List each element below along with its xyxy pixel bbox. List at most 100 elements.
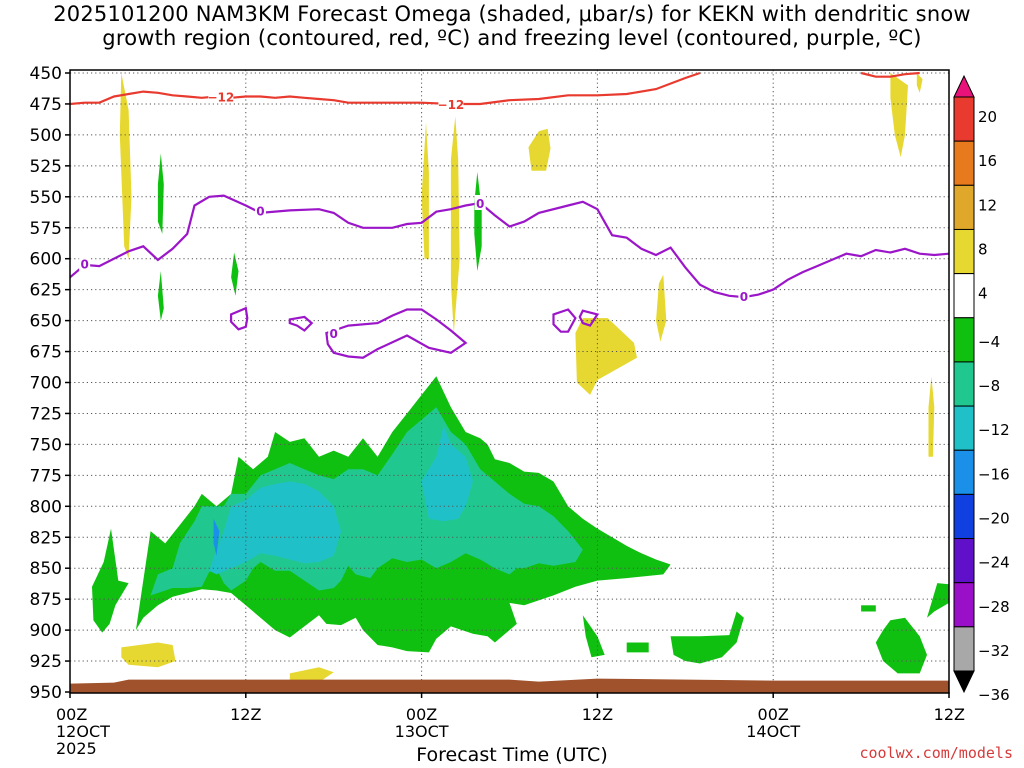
- y-tick-label: 925: [30, 652, 62, 672]
- omega-region-9: [121, 642, 176, 668]
- omega-region-13: [231, 252, 239, 296]
- y-axis: 450 475 500 525 550 575 600 625 650 675 700 725 750 7…: [30, 64, 70, 703]
- omega-region-4: [575, 318, 637, 395]
- freezing-level-contour: [70, 194, 949, 299]
- x-tick-label: 00Z: [56, 705, 87, 724]
- colorbar-label: 16: [978, 152, 997, 170]
- omega-region-3: [450, 116, 460, 333]
- colorbar-box: [953, 317, 975, 363]
- dgz-contour: [70, 71, 701, 106]
- omega-region-15: [92, 528, 129, 633]
- colorbar-box: [953, 582, 975, 628]
- omega-region-20: [875, 617, 927, 674]
- omega-region-1: [528, 128, 551, 171]
- y-tick-label: 600: [30, 250, 62, 270]
- svg-text:−12: −12: [438, 98, 465, 112]
- colorbar-box: [953, 273, 975, 319]
- freezing-label-3: 0: [474, 194, 486, 211]
- plot-frame: [69, 69, 950, 694]
- x-tick-label: 2025: [56, 739, 97, 758]
- omega-region-6: [890, 73, 908, 158]
- omega-region-8: [928, 376, 935, 457]
- colorbar-box: [953, 405, 975, 451]
- y-tick-label: 625: [30, 281, 62, 301]
- colorbar-label: −8: [978, 377, 1000, 395]
- freezing-label-2: 0: [254, 202, 266, 218]
- y-tick-label: 900: [30, 621, 62, 641]
- dgz-label-1: −12: [208, 88, 235, 105]
- omega-region-10: [289, 667, 334, 684]
- svg-text:0: 0: [330, 327, 338, 341]
- colorbar: 20 16 12 8 4 −4 −8 −12 −16 −20 −24 −28 −32 −36: [953, 74, 1010, 704]
- freezing-label-5: 0: [328, 324, 340, 341]
- colorbar-box: [953, 96, 975, 142]
- freezing-label-4: 0: [738, 287, 750, 304]
- y-tick-label: 750: [30, 435, 62, 455]
- svg-text:0: 0: [476, 197, 484, 211]
- y-tick-label: 675: [30, 343, 62, 363]
- colorbar-label: −12: [978, 421, 1010, 439]
- x-tick-label: 12Z: [934, 705, 965, 724]
- freezing-level-contour-closed-3: [552, 308, 577, 333]
- y-tick-label: 800: [30, 497, 62, 517]
- colorbar-label: −36: [978, 686, 1010, 704]
- colorbar-label: 12: [978, 196, 997, 214]
- x-tick-label: 13OCT: [395, 722, 449, 741]
- omega-region-2: [421, 122, 429, 259]
- x-tick-label: 12OCT: [56, 722, 110, 741]
- contour-lines: 0 0 0 0 0 −12 −12: [70, 71, 949, 359]
- colorbar-label: −16: [978, 465, 1010, 483]
- y-tick-label: 550: [30, 188, 62, 208]
- colorbar-bottom-arrow: [953, 670, 975, 694]
- omega-region-7: [916, 73, 923, 93]
- omega-region-14: [474, 172, 482, 272]
- y-tick-label: 950: [30, 683, 62, 703]
- y-tick-label: 500: [30, 126, 62, 146]
- colorbar-label: −20: [978, 510, 1010, 528]
- omega-region-12: [157, 271, 164, 321]
- colorbar-box: [953, 626, 975, 672]
- svg-text:0: 0: [740, 290, 748, 304]
- x-tick-label: 12Z: [582, 705, 613, 724]
- chart-title-line-1: 2025101200 NAM3KM Forecast Omega (shaded…: [53, 2, 971, 26]
- colorbar-top-arrow: [953, 74, 975, 98]
- y-tick-label: 875: [30, 590, 62, 610]
- dgz-label-2: −12: [438, 95, 465, 112]
- chart-title-line-2: growth region (contoured, red, ºC) and f…: [102, 26, 922, 50]
- colorbar-box: [953, 184, 975, 230]
- x-tick-label: 00Z: [758, 705, 789, 724]
- y-tick-label: 700: [30, 374, 62, 394]
- omega-region-5: [656, 274, 667, 342]
- colorbar-box: [953, 361, 975, 407]
- omega-region-18: [670, 611, 744, 664]
- colorbar-box: [953, 493, 975, 540]
- colorbar-label: 8: [978, 240, 988, 258]
- freezing-level-contour-closed-0: [230, 306, 249, 331]
- omega-region-11: [157, 153, 164, 234]
- omega-region-26: [213, 518, 220, 556]
- omega-region-25: [421, 425, 473, 522]
- y-tick-label: 850: [30, 559, 62, 579]
- colorbar-box: [953, 228, 975, 275]
- colorbar-box: [953, 538, 975, 584]
- colorbar-label: −24: [978, 554, 1010, 572]
- omega-region-21: [927, 583, 949, 618]
- dgz-contour-segment-0: [860, 71, 920, 78]
- colorbar-label: −4: [978, 333, 1000, 351]
- colorbar-label: −28: [978, 598, 1010, 616]
- colorbar-label: −32: [978, 642, 1010, 660]
- y-tick-label: 725: [30, 404, 62, 424]
- y-tick-label: 650: [30, 312, 62, 332]
- x-tick-label: 12Z: [230, 705, 261, 724]
- freezing-level-contour-closed-2: [325, 308, 468, 359]
- terrain-fill: [70, 678, 949, 693]
- colorbar-label: 20: [978, 108, 997, 126]
- omega-region-22: [861, 605, 876, 612]
- terrain-layer: [70, 678, 949, 693]
- y-tick-label: 575: [30, 219, 62, 239]
- omega-region-17: [582, 615, 605, 658]
- svg-text:0: 0: [256, 204, 264, 218]
- svg-text:−12: −12: [208, 91, 235, 105]
